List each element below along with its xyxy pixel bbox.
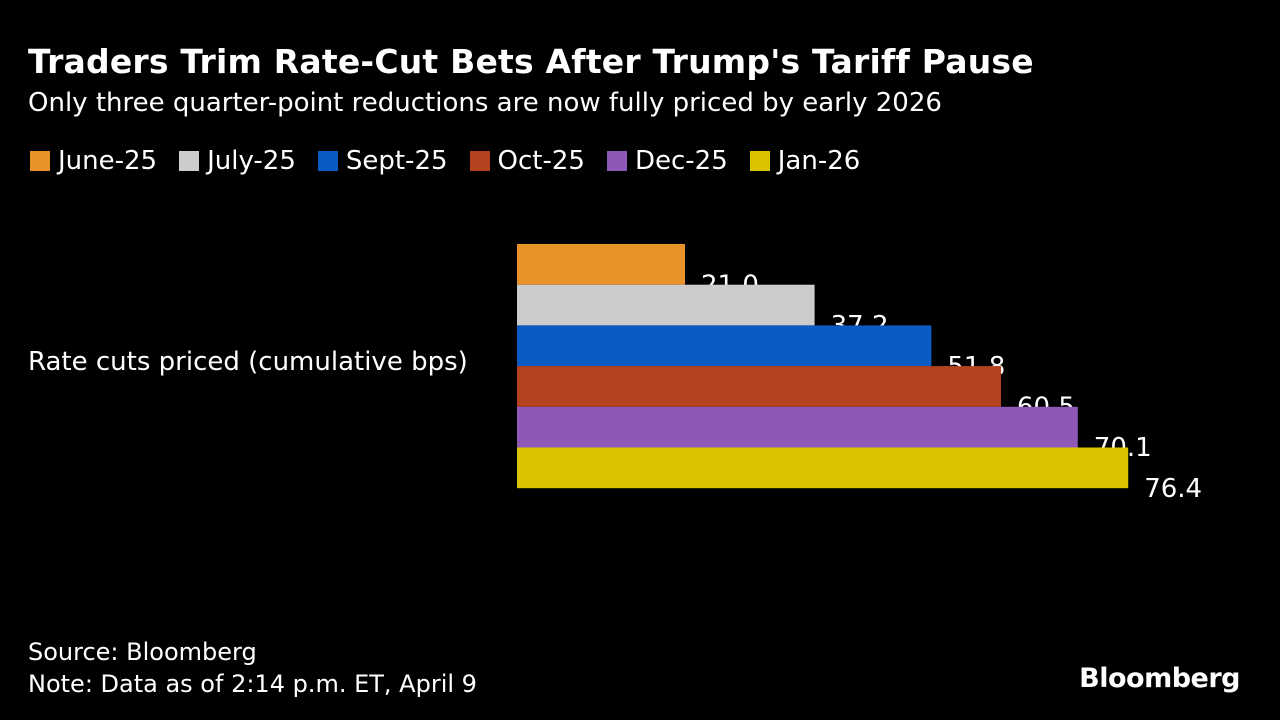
bar-jan-26 [517, 447, 1129, 489]
legend-swatch [749, 151, 770, 171]
legend-item: Oct-25 [469, 146, 585, 176]
bar-dec-25 [517, 406, 1078, 448]
bloomberg-logo: Bloomberg [1079, 663, 1240, 694]
note-text: Note: Data as of 2:14 p.m. ET, April 9 [28, 670, 477, 698]
legend-item: July-25 [179, 146, 296, 176]
bar-june-25 [517, 244, 685, 285]
legend-item: Dec-25 [606, 146, 728, 176]
source-text: Source: Bloomberg [28, 638, 257, 666]
legend-swatch [469, 151, 490, 171]
bar-oct-25 [517, 366, 1001, 407]
legend-label: Jan-26 [777, 146, 861, 176]
legend-swatch [317, 151, 338, 171]
data-label: 76.4 [1144, 474, 1202, 504]
category-label: Rate cuts priced (cumulative bps) [28, 347, 468, 377]
chart-title: Traders Trim Rate-Cut Bets After Trump's… [28, 42, 1034, 81]
chart-subtitle: Only three quarter-point reductions are … [28, 88, 942, 118]
legend: June-25 July-25 Sept-25 Oct-25 Dec-25 Jan-26 [30, 146, 882, 176]
legend-label: Dec-25 [634, 146, 728, 176]
legend-label: July-25 [207, 146, 296, 176]
bar-july-25 [517, 284, 815, 326]
bar-sept-25 [517, 325, 932, 367]
legend-item: Sept-25 [317, 146, 448, 176]
legend-label: Oct-25 [497, 146, 585, 176]
legend-swatch [179, 151, 200, 171]
legend-swatch [30, 151, 50, 171]
legend-swatch [606, 151, 627, 171]
legend-label: Sept-25 [345, 146, 448, 176]
legend-item: Jan-26 [749, 146, 861, 176]
legend-item: June-25 [30, 146, 157, 176]
legend-label: June-25 [58, 146, 158, 176]
